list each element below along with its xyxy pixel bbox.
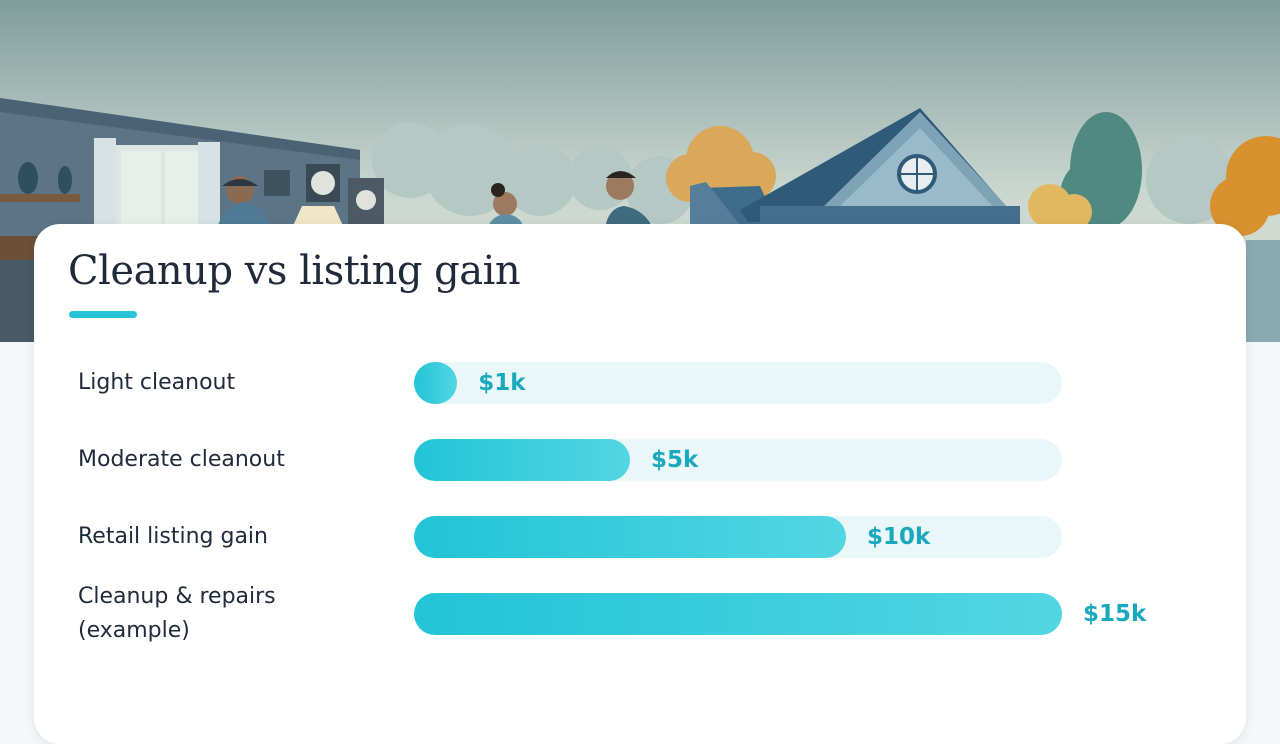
category-label: Moderate cleanout bbox=[78, 447, 285, 472]
bar bbox=[414, 593, 1062, 635]
bar bbox=[414, 362, 458, 404]
bar bbox=[414, 516, 846, 558]
category-label: Cleanup & repairs (example) bbox=[78, 584, 276, 643]
category-label: Retail listing gain bbox=[78, 524, 268, 549]
title-accent-line bbox=[69, 311, 137, 318]
category-label: Light cleanout bbox=[78, 370, 236, 395]
bar-track bbox=[414, 362, 1062, 404]
value-label: $15k bbox=[1083, 601, 1147, 627]
bar bbox=[414, 439, 630, 481]
chart-card: Cleanup vs listing gain Light cleanout $1… bbox=[34, 224, 1246, 744]
value-label: $1k bbox=[478, 370, 526, 396]
bar-chart: Light cleanout $1k Moderate cleanout $5k Ret… bbox=[34, 224, 1246, 744]
value-label: $5k bbox=[651, 447, 699, 473]
chart-title: Cleanup vs listing gain bbox=[68, 248, 521, 294]
value-label: $10k bbox=[867, 524, 931, 550]
